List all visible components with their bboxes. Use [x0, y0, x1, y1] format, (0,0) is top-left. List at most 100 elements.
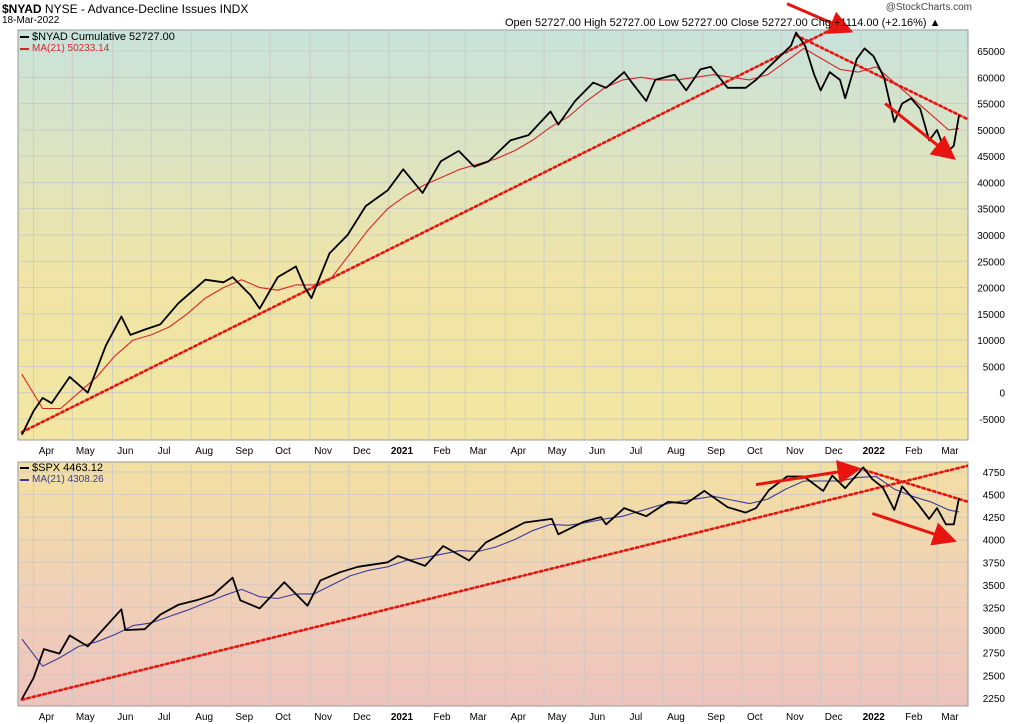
symbol-name: NYSE - Advance-Decline Issues INDX [44, 2, 249, 16]
bottom-panel-x-axis: Apr May Jun Jul Aug Sep Oct Nov Dec 2021 Feb Mar Apr… [39, 712, 960, 723]
y-tick-label: 4500 [983, 491, 1006, 502]
x-tick-label: Apr [39, 446, 55, 457]
x-tick-label: Dec [353, 712, 371, 723]
x-tick-label: Feb [433, 712, 451, 723]
x-tick-label: Sep [235, 712, 253, 723]
legend-label: $SPX 4463.12 [32, 462, 103, 474]
x-tick-label: Jun [117, 446, 133, 457]
top-legend-price: $NYAD Cumulative 52727.00 [20, 31, 175, 43]
x-tick-label: 2022 [863, 446, 886, 457]
x-tick-label: May [76, 712, 95, 723]
x-tick-label: Sep [707, 712, 725, 723]
y-tick-label: 15000 [977, 310, 1005, 321]
legend-label: MA(21) 50233.14 [32, 43, 110, 54]
y-tick-label: -5000 [979, 415, 1005, 426]
x-tick-label: Aug [195, 712, 213, 723]
y-tick-label: 2250 [983, 694, 1006, 705]
y-tick-label: 2500 [983, 671, 1006, 682]
bottom-panel-arrows [755, 460, 957, 546]
y-tick-label: 5000 [983, 362, 1006, 373]
y-tick-label: 0 [999, 389, 1005, 400]
top-panel-series [21, 31, 960, 436]
x-tick-label: May [76, 446, 95, 457]
top-panel-grid [18, 30, 968, 440]
x-tick-label: Apr [39, 712, 55, 723]
top-panel-annotations [20, 30, 968, 434]
legend-swatch [20, 36, 29, 38]
y-tick-label: 20000 [977, 284, 1005, 295]
trend-arrow [884, 102, 956, 160]
y-tick-label: 4750 [983, 468, 1006, 479]
legend-label: MA(21) 4308.26 [32, 474, 104, 485]
y-tick-label: 45000 [977, 152, 1005, 163]
x-tick-label: Sep [707, 446, 725, 457]
x-tick-label: Apr [510, 712, 526, 723]
x-tick-label: Sep [235, 446, 253, 457]
x-tick-label: Jul [629, 712, 642, 723]
x-tick-label: Oct [275, 446, 291, 457]
series-price-line [21, 466, 960, 700]
top-legend-ma: MA(21) 50233.14 [20, 43, 109, 54]
x-tick-label: Dec [825, 712, 843, 723]
x-tick-label: Jun [117, 712, 133, 723]
x-tick-label: Mar [470, 446, 488, 457]
y-tick-label: 3500 [983, 581, 1006, 592]
x-tick-label: Nov [786, 446, 804, 457]
x-tick-label: Jun [589, 446, 605, 457]
x-tick-label: Jul [158, 712, 171, 723]
x-tick-label: Dec [353, 446, 371, 457]
x-tick-label: Oct [747, 712, 763, 723]
x-tick-label: Aug [667, 446, 685, 457]
trend-arrow [755, 460, 862, 487]
y-tick-label: 3000 [983, 626, 1006, 637]
brand-watermark: @StockCharts.com [885, 2, 972, 13]
x-tick-label: 2022 [863, 712, 886, 723]
x-tick-label: Mar [470, 712, 488, 723]
y-tick-label: 4000 [983, 536, 1006, 547]
x-tick-label: Aug [195, 446, 213, 457]
dotted-trendline [20, 464, 968, 701]
y-tick-label: 65000 [977, 47, 1005, 58]
legend-swatch [20, 47, 29, 50]
x-tick-label: May [548, 712, 567, 723]
x-tick-label: Mar [941, 712, 959, 723]
bottom-panel-grid [18, 462, 968, 706]
legend-label: $NYAD Cumulative 52727.00 [32, 31, 175, 43]
bottom-panel-y-axis: 2250 2500 2750 3000 3250 3500 3750 4000 4250 4500… [983, 468, 1006, 705]
legend-swatch [20, 467, 29, 469]
y-tick-label: 35000 [977, 205, 1005, 216]
bottom-panel-annotations [20, 464, 968, 701]
x-tick-label: May [548, 446, 567, 457]
dotted-trendline [794, 33, 968, 121]
dotted-trendline [20, 30, 834, 434]
x-tick-label: Jul [158, 446, 171, 457]
ohlc-readout: Open 52727.00 High 52727.00 Low 52727.00… [505, 17, 941, 29]
symbol-ticker: $NYAD [2, 2, 42, 16]
trend-arrow [871, 512, 957, 546]
x-tick-label: 2021 [391, 446, 414, 457]
x-tick-label: Nov [314, 712, 332, 723]
x-tick-label: Jun [589, 712, 605, 723]
top-panel-x-axis: Apr May Jun Jul Aug Sep Oct Nov Dec 2021 Feb Mar Apr… [39, 446, 960, 457]
chart-date: 18-Mar-2022 [2, 15, 60, 26]
y-tick-label: 30000 [977, 231, 1005, 242]
x-tick-label: Nov [786, 712, 804, 723]
y-tick-label: 4250 [983, 513, 1006, 524]
bottom-legend-ma: MA(21) 4308.26 [20, 474, 104, 485]
x-tick-label: Nov [314, 446, 332, 457]
y-tick-label: 10000 [977, 336, 1005, 347]
dotted-trendline [863, 468, 968, 504]
series-ma-line [21, 47, 960, 410]
y-tick-label: 60000 [977, 73, 1005, 84]
top-panel-y-axis: -5000 0 5000 10000 15000 20000 25000 30000 35000… [977, 47, 1005, 426]
series-price-line [21, 31, 960, 436]
x-tick-label: Mar [941, 446, 959, 457]
bottom-legend-price: $SPX 4463.12 [20, 462, 103, 474]
y-tick-label: 50000 [977, 126, 1005, 137]
y-tick-label: 40000 [977, 178, 1005, 189]
chart-symbol: $NYAD NYSE - Advance-Decline Issues INDX [2, 2, 248, 16]
x-tick-label: Oct [275, 712, 291, 723]
x-tick-label: Feb [905, 712, 923, 723]
x-tick-label: Jul [629, 446, 642, 457]
